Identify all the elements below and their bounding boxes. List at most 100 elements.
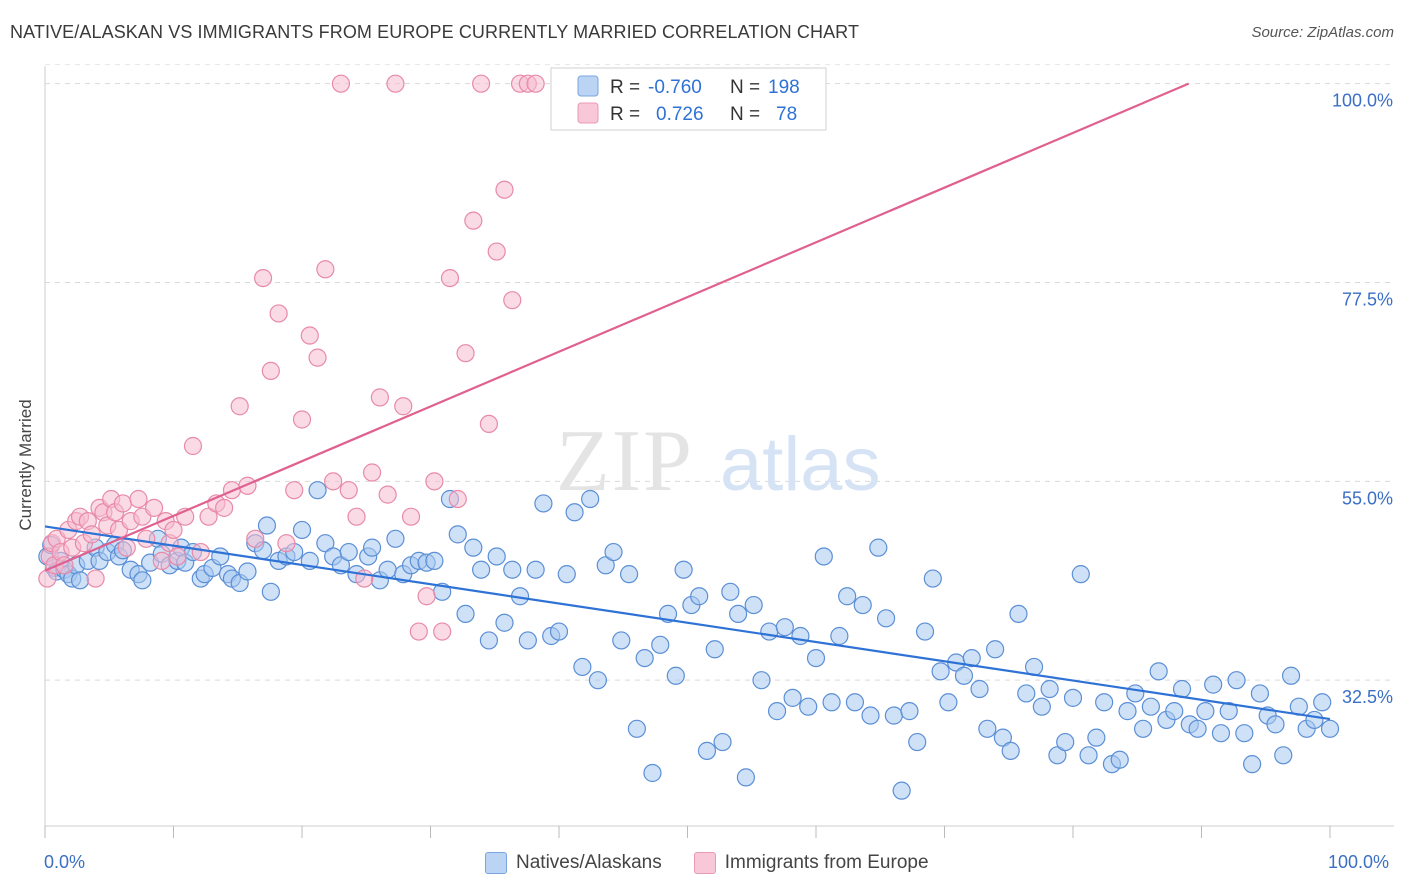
immigrants-point-62 <box>401 507 421 526</box>
natives-point-80 <box>581 489 600 509</box>
natives-point-141 <box>1056 732 1075 752</box>
natives-point-45 <box>308 481 327 500</box>
immigrants-point-61 <box>394 397 413 416</box>
natives-point-19 <box>133 571 152 590</box>
natives-point-67 <box>479 631 499 650</box>
watermark: ZIP atlas <box>556 413 881 510</box>
natives-point-120 <box>892 781 911 800</box>
x-tick-label-100: 100.0% <box>1328 852 1390 872</box>
natives-point-66 <box>472 560 491 579</box>
immigrants-point-26 <box>137 529 156 548</box>
immigrants-point-51 <box>316 260 335 279</box>
natives-point-128 <box>954 666 974 685</box>
natives-point-106 <box>783 688 802 707</box>
natives-point-168 <box>1266 715 1285 734</box>
natives-point-160 <box>1204 675 1223 694</box>
natives-point-65 <box>464 538 483 557</box>
natives-point-129 <box>962 648 981 668</box>
natives-point-118 <box>876 609 896 628</box>
natives-point-68 <box>487 547 506 566</box>
chart-source: Source: ZipAtlas.com <box>1251 24 1394 41</box>
natives-point-164 <box>1235 724 1254 743</box>
immigrants-point-67 <box>440 268 460 288</box>
natives-point-91 <box>666 666 685 685</box>
natives-point-96 <box>705 640 724 659</box>
immigrants-point-58 <box>370 388 389 407</box>
natives-point-135 <box>1009 604 1028 624</box>
immigrants-point-69 <box>456 344 475 363</box>
natives-point-81 <box>588 671 608 690</box>
immigrants-point-60 <box>386 74 405 93</box>
natives-point-103 <box>760 622 779 641</box>
immigrants-point-50 <box>308 348 327 367</box>
immigrants-point-42 <box>246 529 265 548</box>
immigrants-point-64 <box>417 587 436 606</box>
natives-point-123 <box>915 622 935 641</box>
natives-point-107 <box>791 626 810 646</box>
natives-point-49 <box>339 542 358 562</box>
natives-point-152 <box>1141 697 1160 716</box>
natives-point-124 <box>923 569 942 588</box>
immigrants-point-14 <box>86 569 105 588</box>
legend-r-value-2: 0.726 <box>656 104 704 125</box>
natives-point-84 <box>612 631 631 650</box>
legend-label-immigrants: Immigrants from Europe <box>724 852 929 873</box>
natives-point-88 <box>643 763 662 783</box>
natives-point-138 <box>1032 697 1051 716</box>
legend-swatch-blue <box>577 75 599 97</box>
natives-point-145 <box>1087 728 1106 747</box>
natives-point-72 <box>518 631 537 650</box>
natives-point-46 <box>316 534 335 553</box>
natives-point-74 <box>534 494 553 513</box>
natives-point-131 <box>978 719 997 738</box>
legend-label-natives: Natives/Alaskans <box>516 852 662 873</box>
immigrants-point-32 <box>168 547 187 566</box>
natives-point-110 <box>814 547 833 566</box>
natives-point-114 <box>845 693 865 712</box>
immigrants-point-35 <box>191 542 210 562</box>
natives-point-87 <box>635 648 654 668</box>
y-tick-label-1: 55.0% <box>1342 488 1393 508</box>
immigrants-point-45 <box>269 304 288 323</box>
natives-point-163 <box>1227 671 1246 690</box>
watermark-atlas: atlas <box>720 422 881 507</box>
natives-point-82 <box>596 556 615 575</box>
natives-point-161 <box>1211 724 1231 743</box>
immigrants-trend-line <box>44 82 1190 572</box>
immigrants-point-71 <box>472 74 491 93</box>
natives-point-79 <box>573 657 592 677</box>
legend-n-value-2: 78 <box>776 104 797 125</box>
natives-point-159 <box>1196 702 1215 721</box>
natives-point-97 <box>713 732 732 752</box>
natives-point-155 <box>1165 702 1184 721</box>
natives-point-142 <box>1063 688 1083 707</box>
series-natives-points <box>38 481 1340 800</box>
natives-point-165 <box>1243 755 1262 774</box>
legend-item-natives[interactable]: Natives/Alaskans <box>485 852 662 874</box>
natives-point-113 <box>838 587 857 606</box>
top-legend: R = -0.760 N = 198 R = 0.726 N = 78 <box>550 67 827 131</box>
immigrants-point-22 <box>117 538 136 557</box>
natives-point-150 <box>1126 684 1145 703</box>
immigrants-point-57 <box>362 463 382 482</box>
immigrants-point-24 <box>129 489 148 509</box>
legend-swatch-immigrants <box>693 852 716 874</box>
y-tick-label-3: 100.0% <box>1332 91 1393 111</box>
natives-point-98 <box>721 582 740 601</box>
y-tick-labels: 32.5% 55.0% 77.5% 100.0% <box>1332 91 1393 708</box>
natives-point-77 <box>557 565 576 584</box>
natives-point-104 <box>767 702 787 721</box>
natives-point-111 <box>822 693 841 712</box>
natives-point-126 <box>939 693 958 712</box>
immigrants-point-38 <box>215 498 234 517</box>
immigrants-point-72 <box>479 414 499 434</box>
legend-item-immigrants[interactable]: Immigrants from Europe <box>693 852 929 874</box>
natives-point-89 <box>651 635 670 654</box>
natives-point-166 <box>1250 684 1270 703</box>
immigrants-point-63 <box>409 622 428 641</box>
natives-point-134 <box>1001 741 1020 760</box>
immigrants-point-70 <box>464 211 483 230</box>
natives-point-100 <box>736 768 756 787</box>
bottom-legend: Natives/Alaskans Immigrants from Europe <box>485 852 951 874</box>
immigrants-point-36 <box>199 507 218 526</box>
